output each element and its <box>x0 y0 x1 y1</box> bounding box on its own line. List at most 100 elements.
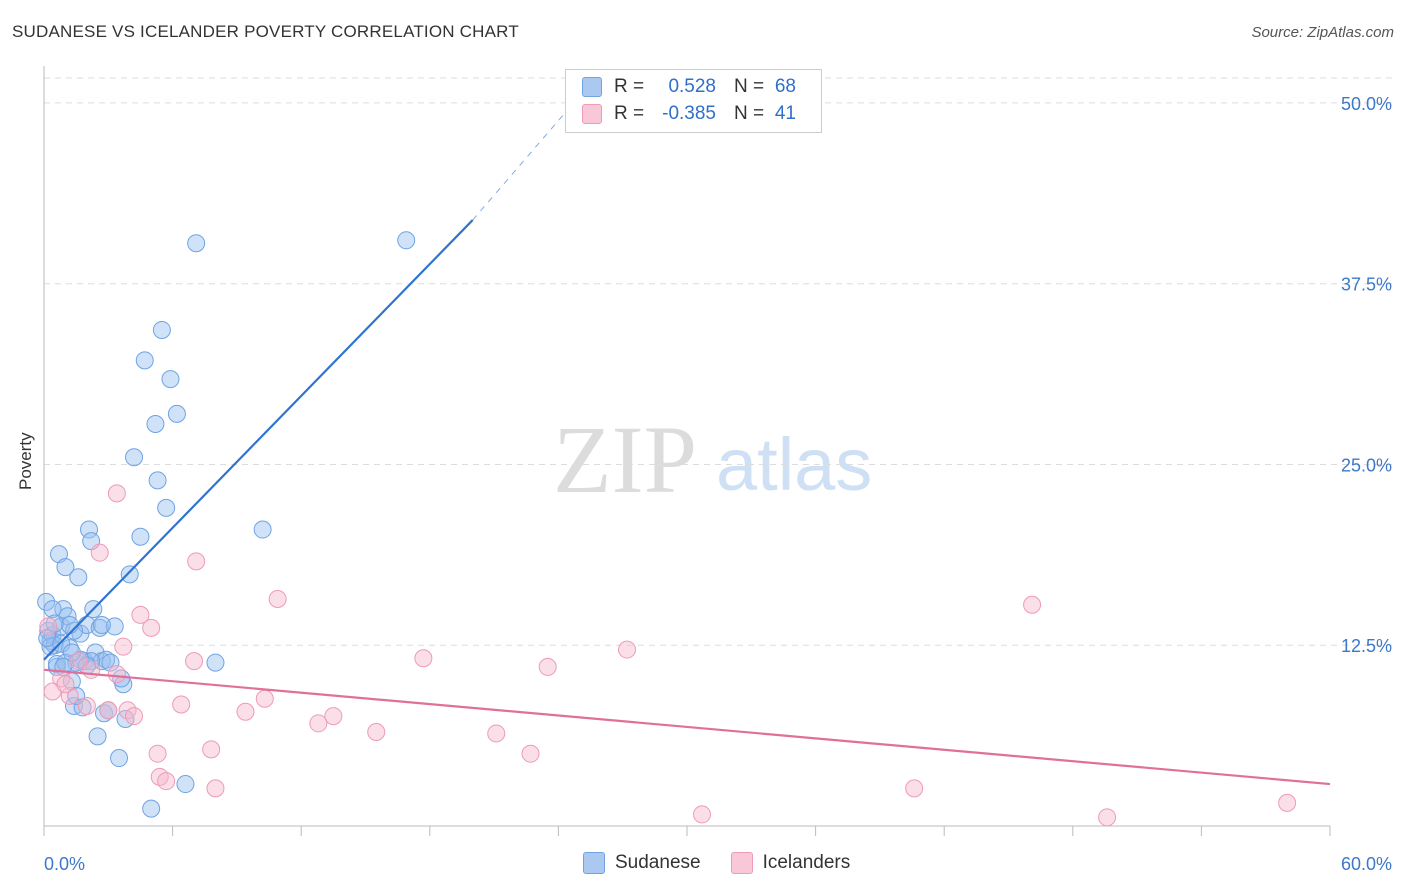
icelander-point <box>157 772 176 791</box>
sudanese-point <box>90 618 109 637</box>
icelander-point <box>487 724 506 743</box>
icelander-point <box>1278 793 1297 812</box>
sudanese-point <box>43 600 62 619</box>
legend-swatch-icelanders <box>582 104 602 124</box>
sudanese-point <box>148 471 167 490</box>
icelander-point <box>202 740 221 759</box>
sudanese-point <box>253 520 272 539</box>
sudanese-point <box>397 231 416 250</box>
sudanese-point <box>167 404 186 423</box>
sudanese-point <box>37 592 56 611</box>
sudanese-point <box>120 565 139 584</box>
icelander-point <box>1023 595 1042 614</box>
icelander-point <box>114 637 133 656</box>
y-tick-label: 37.5% <box>1341 275 1392 295</box>
icelander-point <box>56 675 75 694</box>
icelander-point <box>107 484 126 503</box>
series-legend: Sudanese Icelanders <box>583 852 880 874</box>
x-tick-label: 0.0% <box>44 854 85 874</box>
icelander-point <box>309 714 328 733</box>
legend-n-label: N = <box>734 103 765 124</box>
y-tick-label: 12.5% <box>1341 636 1392 656</box>
sudanese-point <box>161 370 180 389</box>
icelander-point <box>69 652 88 671</box>
sudanese-trend-line <box>43 219 474 661</box>
sudanese-trend-extension <box>472 95 581 221</box>
icelander-point <box>172 695 191 714</box>
legend-n-value: 68 <box>774 76 796 97</box>
series-label-sudanese: Sudanese <box>615 852 701 873</box>
x-tick-label: 60.0% <box>1341 854 1392 874</box>
icelander-point <box>77 696 96 715</box>
sudanese-point <box>105 617 124 636</box>
legend-n-label: N = <box>734 76 765 97</box>
icelander-point <box>538 657 557 676</box>
series-swatch-icelanders <box>730 852 753 874</box>
icelander-point <box>185 652 204 671</box>
sudanese-point <box>110 749 129 768</box>
legend-r-label: R = <box>614 76 645 97</box>
chart-source: Source: ZipAtlas.com <box>1251 24 1394 41</box>
y-axis-label: Poverty <box>16 432 35 490</box>
sudanese-point <box>101 653 120 672</box>
icelander-point <box>521 744 540 763</box>
icelander-point <box>268 589 287 608</box>
icelander-point <box>148 744 167 763</box>
sudanese-point <box>131 527 150 546</box>
sudanese-point <box>187 234 206 253</box>
sudanese-point <box>38 629 57 647</box>
series-legend-sudanese: Sudanese <box>583 852 701 874</box>
series-swatch-sudanese <box>583 852 605 874</box>
series-legend-icelanders: Icelanders <box>730 852 851 874</box>
legend-row-sudanese: R = 0.528 N = 68 <box>582 75 796 99</box>
legend-swatch-sudanese <box>582 77 602 97</box>
sudanese-point <box>135 351 154 370</box>
y-tick-label: 25.0% <box>1341 455 1392 475</box>
legend-r-label: R = <box>614 103 645 124</box>
sudanese-point <box>56 558 75 577</box>
legend-row-icelanders: R = -0.385 N = 41 <box>582 102 796 126</box>
legend-n-value: 41 <box>774 103 796 124</box>
sudanese-point <box>80 520 99 539</box>
icelander-point <box>187 552 206 571</box>
sudanese-point <box>152 320 171 339</box>
icelander-point <box>617 640 636 659</box>
icelander-point <box>324 707 343 726</box>
icelander-trend-line <box>43 668 1331 786</box>
correlation-legend: R = 0.528 N = 68 R = -0.385 N = 41 <box>565 69 822 133</box>
icelander-point <box>99 701 118 720</box>
icelander-point <box>236 702 255 721</box>
sudanese-point <box>60 615 79 634</box>
icelander-point <box>905 779 924 798</box>
icelander-point <box>367 723 386 741</box>
y-tick-label: 50.0% <box>1341 94 1392 114</box>
sudanese-point <box>157 498 176 517</box>
sudanese-point <box>142 799 161 818</box>
sudanese-point <box>176 775 195 794</box>
sudanese-point <box>146 414 165 433</box>
icelander-point <box>693 805 712 824</box>
icelander-point <box>39 617 58 636</box>
icelander-point <box>414 649 433 668</box>
legend-r-value: -0.385 <box>662 103 716 124</box>
icelander-point <box>82 660 101 679</box>
icelander-point <box>60 686 79 705</box>
icelander-point <box>131 605 150 624</box>
icelander-point <box>142 618 161 637</box>
watermark-zip: ZIP <box>553 406 697 513</box>
icelander-point <box>255 689 274 708</box>
icelander-point <box>1098 808 1117 827</box>
sudanese-point <box>206 653 225 672</box>
icelander-point <box>125 707 144 726</box>
sudanese-point <box>88 727 107 746</box>
sudanese-point <box>125 448 144 467</box>
series-label-icelanders: Icelanders <box>762 852 851 873</box>
icelander-point <box>90 543 109 562</box>
icelander-point <box>107 665 126 684</box>
chart-title: SUDANESE VS ICELANDER POVERTY CORRELATIO… <box>12 22 519 41</box>
sudanese-point <box>92 615 111 634</box>
icelander-point <box>206 779 225 798</box>
sudanese-point <box>69 568 88 587</box>
legend-r-value: 0.528 <box>668 76 716 97</box>
